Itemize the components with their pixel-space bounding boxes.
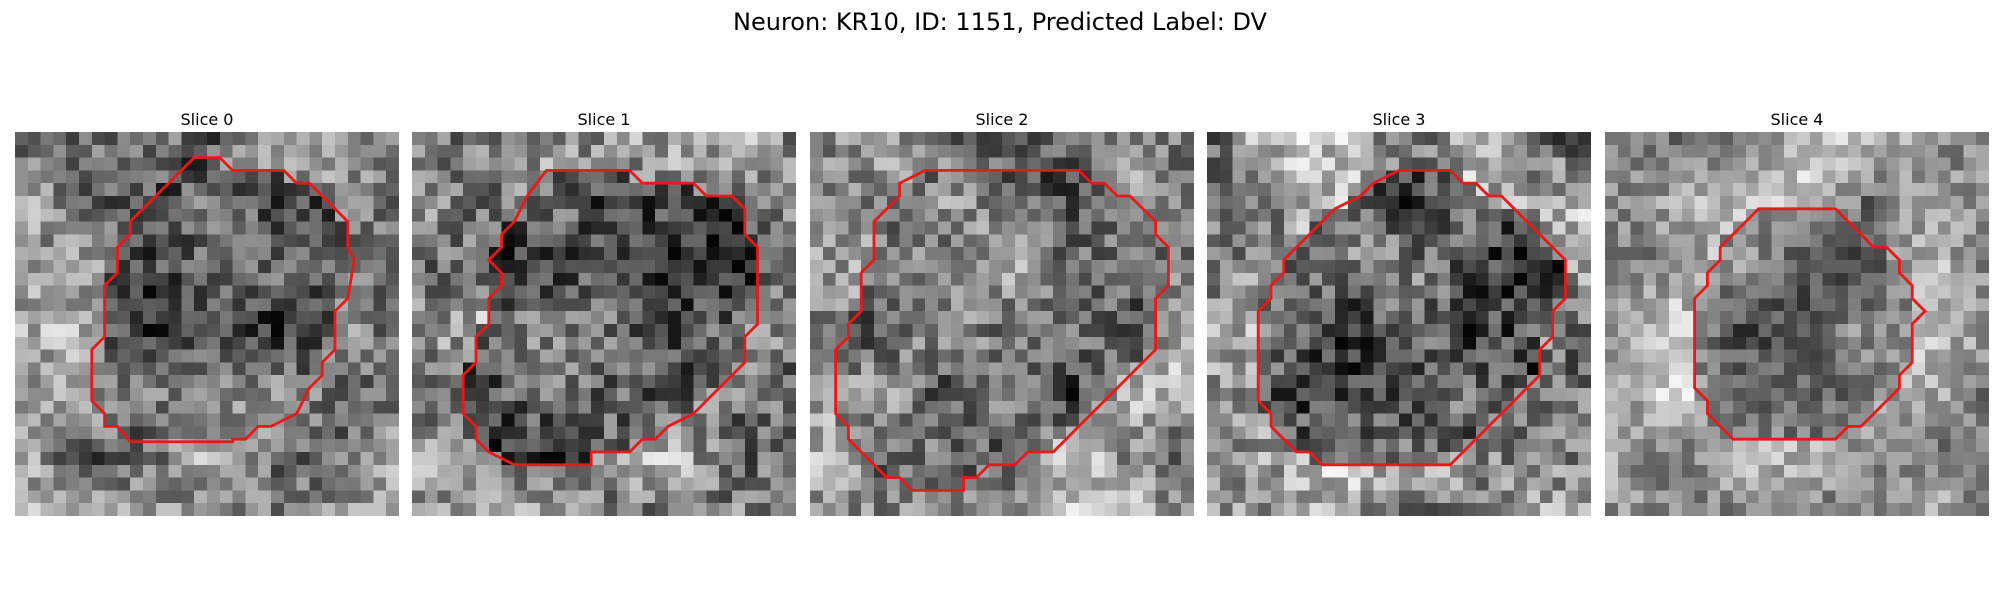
slice-image <box>1207 132 1591 516</box>
slice-image <box>1605 132 1989 516</box>
slice-title: Slice 2 <box>975 110 1029 129</box>
slice-panel-2: Slice 2 <box>810 108 1194 516</box>
roi-contour <box>1256 168 1567 467</box>
slice-title: Slice 3 <box>1372 110 1426 129</box>
roi-contour <box>1693 207 1927 441</box>
roi-contour <box>461 168 760 467</box>
figure-title: Neuron: KR10, ID: 1151, Predicted Label:… <box>733 8 1267 36</box>
slice-image <box>810 132 1194 516</box>
slice-image <box>412 132 796 516</box>
roi-contour <box>90 156 356 444</box>
slice-panel-4: Slice 4 <box>1605 108 1989 516</box>
slice-panel-1: Slice 1 <box>412 108 796 516</box>
roi-contour <box>834 168 1170 492</box>
slice-image <box>15 132 399 516</box>
slice-title: Slice 1 <box>577 110 631 129</box>
slice-panel-0: Slice 0 <box>15 108 399 516</box>
slice-title: Slice 4 <box>1770 110 1824 129</box>
slice-title: Slice 0 <box>180 110 234 129</box>
slice-panel-3: Slice 3 <box>1207 108 1591 516</box>
